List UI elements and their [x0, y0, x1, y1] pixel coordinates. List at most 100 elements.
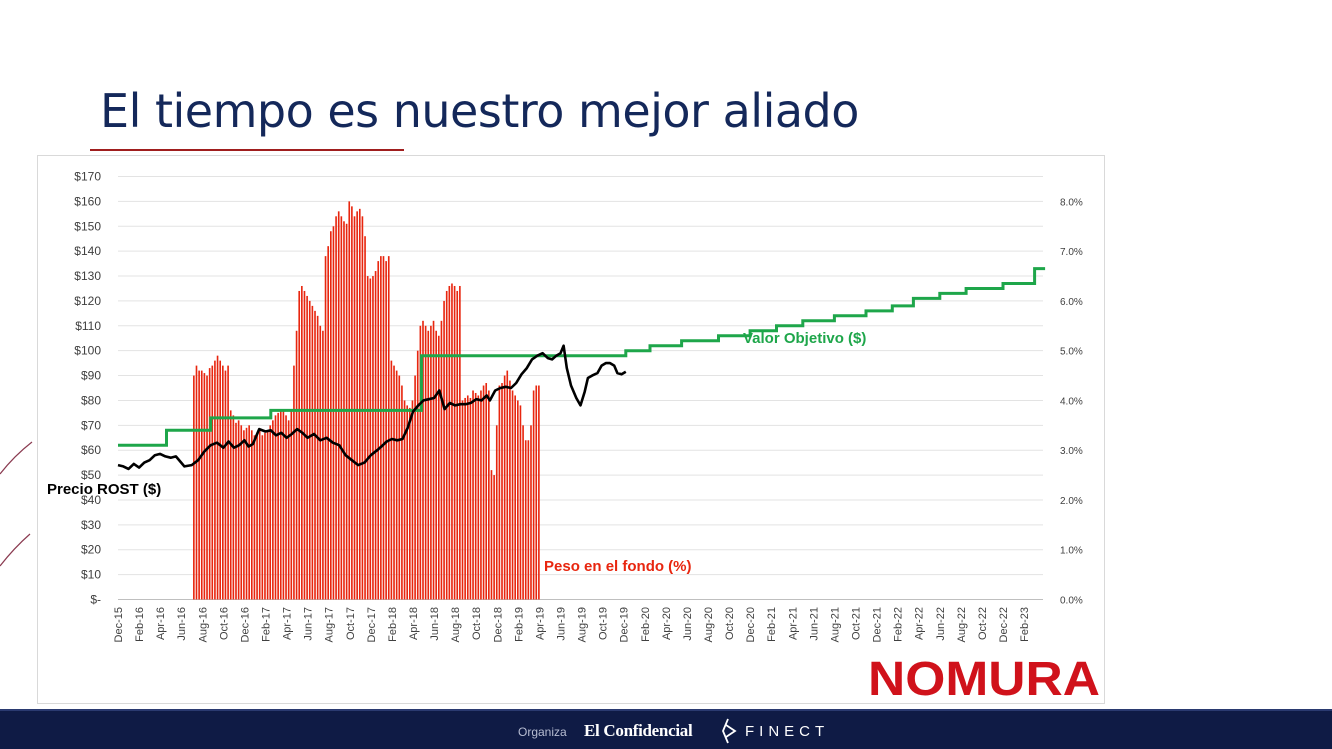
- weight-bar: [503, 375, 506, 600]
- weight-bar: [219, 360, 222, 600]
- weight-bar: [285, 415, 287, 600]
- weight-bar: [477, 395, 480, 600]
- weight-bar: [314, 310, 316, 600]
- footer-organiza: Organiza: [518, 725, 567, 739]
- x-tick-label: Dec-22: [998, 607, 1010, 642]
- weight-bar: [498, 385, 501, 600]
- weight-bar: [530, 425, 532, 600]
- weight-bar: [214, 360, 216, 600]
- weight-bar: [361, 216, 364, 600]
- weight-bar: [243, 430, 245, 600]
- left-tick-label: $120: [74, 294, 101, 308]
- weight-bar: [382, 256, 385, 600]
- weight-bar: [348, 201, 351, 600]
- title-underline: [90, 149, 404, 151]
- weight-bar: [532, 390, 535, 600]
- weight-bar: [282, 410, 285, 600]
- x-tick-label: Apr-18: [408, 607, 420, 640]
- weight-bar: [358, 208, 361, 600]
- right-tick-label: 8.0%: [1060, 197, 1083, 208]
- weight-bar: [377, 261, 380, 600]
- weight-bar: [203, 373, 206, 600]
- weight-bar: [390, 360, 393, 600]
- weight-bar: [198, 370, 200, 600]
- x-axis-ticks: Dec-15 Feb-16 Apr-16 Jun-16 Aug-16 Oct-16 Dec-…: [113, 607, 1031, 642]
- weight-bar: [422, 320, 424, 600]
- weight-bar: [295, 330, 298, 600]
- right-tick-label: 4.0%: [1060, 396, 1083, 407]
- weight-bar: [232, 415, 235, 600]
- x-tick-label: Oct-18: [471, 607, 483, 640]
- weight-bar: [301, 285, 303, 600]
- weight-bar: [461, 400, 464, 600]
- weight-bar: [480, 390, 482, 600]
- weight-bar: [327, 246, 329, 600]
- weight-bar: [432, 320, 435, 600]
- weight-bar: [369, 278, 372, 600]
- weight-bar: [406, 405, 409, 600]
- x-tick-label: Aug-21: [829, 607, 841, 642]
- weight-bar: [256, 432, 258, 600]
- x-tick-label: Feb-21: [766, 607, 778, 642]
- weight-bar: [445, 290, 448, 600]
- weight-bar: [437, 335, 440, 600]
- weight-bar: [488, 390, 490, 600]
- weight-bar: [424, 325, 427, 600]
- nomura-logo: NOMURA: [868, 653, 1100, 706]
- finect-logo-icon: [722, 718, 737, 744]
- x-tick-label: Feb-22: [893, 607, 905, 642]
- weight-bar: [332, 226, 335, 600]
- weight-bar: [409, 407, 411, 600]
- x-tick-label: Aug-19: [577, 607, 589, 642]
- weight-bar: [364, 236, 366, 600]
- right-tick-label: 5.0%: [1060, 347, 1083, 358]
- weight-bar: [448, 285, 451, 600]
- weight-annotation: Peso en el fondo (%): [544, 558, 692, 575]
- x-tick-label: Apr-16: [155, 607, 167, 640]
- weight-bar: [319, 325, 322, 600]
- x-tick-label: Apr-19: [534, 607, 546, 640]
- left-tick-label: $30: [81, 518, 101, 532]
- weight-bar: [224, 370, 227, 600]
- weight-bar: [298, 290, 301, 600]
- weight-bar: [493, 475, 495, 600]
- x-tick-label: Dec-19: [619, 607, 631, 642]
- weight-bar: [248, 425, 250, 600]
- x-tick-label: Feb-17: [260, 607, 272, 642]
- slide-title: El tiempo es nuestro mejor aliado: [100, 84, 859, 138]
- right-tick-label: 3.0%: [1060, 446, 1083, 457]
- weight-bar: [459, 285, 461, 600]
- x-tick-label: Oct-17: [345, 607, 357, 640]
- x-tick-label: Aug-20: [703, 607, 715, 642]
- weight-bar: [306, 295, 308, 600]
- weight-bar: [495, 425, 498, 600]
- weight-bar: [538, 385, 540, 600]
- x-tick-label: Apr-17: [282, 607, 294, 640]
- x-tick-label: Feb-19: [513, 607, 525, 642]
- x-tick-label: Oct-16: [218, 607, 230, 640]
- series-lines: [117, 267, 1046, 471]
- weight-bar: [456, 290, 459, 600]
- weight-bar: [469, 397, 472, 600]
- left-tick-label: $170: [74, 170, 101, 184]
- weight-bar: [311, 305, 314, 600]
- x-tick-label: Dec-17: [366, 607, 378, 642]
- weight-bar: [303, 290, 306, 600]
- weight-bar: [272, 420, 274, 600]
- left-tick-label: $50: [81, 468, 101, 482]
- left-tick-label: $160: [74, 194, 101, 208]
- weight-bar: [430, 325, 432, 600]
- x-tick-label: Jun-18: [429, 607, 441, 641]
- weight-bar: [416, 350, 419, 600]
- weight-bar: [411, 400, 414, 600]
- left-tick-label: $-: [90, 593, 101, 607]
- weight-bar: [387, 256, 390, 600]
- weight-bar: [414, 375, 416, 600]
- price-line: [117, 344, 627, 471]
- weight-bar: [245, 427, 248, 600]
- weight-bar: [419, 325, 422, 600]
- right-tick-label: 0.0%: [1060, 596, 1083, 607]
- weight-bar: [514, 395, 516, 600]
- weight-bar: [337, 211, 340, 600]
- x-tick-label: Jun-17: [303, 607, 315, 641]
